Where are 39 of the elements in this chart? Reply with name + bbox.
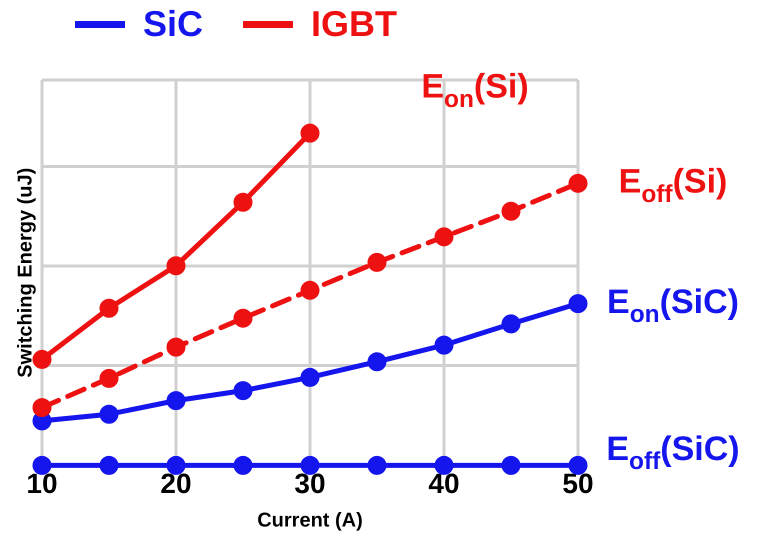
- point: [568, 456, 588, 475]
- point: [568, 174, 588, 193]
- point: [434, 227, 454, 246]
- point: [166, 456, 186, 475]
- point: [234, 192, 252, 212]
- x-tick-label: 40: [428, 468, 460, 499]
- point: [502, 314, 520, 334]
- point: [502, 456, 520, 475]
- x-tick-label: 50: [562, 468, 594, 499]
- point: [100, 298, 118, 318]
- point: [100, 404, 118, 424]
- point: [32, 456, 52, 475]
- point: [234, 456, 252, 475]
- x-tick-label: 20: [160, 468, 192, 499]
- point: [300, 456, 320, 475]
- point: [300, 368, 320, 387]
- point: [234, 381, 252, 400]
- x-tick-label: 10: [26, 468, 58, 499]
- point: [234, 308, 252, 328]
- point: [166, 391, 186, 410]
- point: [434, 336, 454, 355]
- point: [368, 456, 386, 475]
- point: [100, 368, 118, 388]
- point: [166, 338, 186, 357]
- point: [166, 256, 186, 276]
- text: IGBT: [311, 3, 398, 44]
- point: [568, 294, 588, 314]
- point: [368, 252, 386, 272]
- text: SiC: [143, 3, 204, 44]
- point: [300, 124, 320, 143]
- point: [100, 456, 118, 475]
- x-axis-title: Current (A): [257, 510, 363, 532]
- point: [32, 398, 52, 418]
- point: [368, 352, 386, 372]
- x-tick-label: 30: [294, 468, 326, 499]
- point: [434, 456, 454, 475]
- point: [502, 202, 520, 221]
- y-axis-title: Switching Energy (uJ): [14, 168, 37, 378]
- point: [300, 280, 320, 300]
